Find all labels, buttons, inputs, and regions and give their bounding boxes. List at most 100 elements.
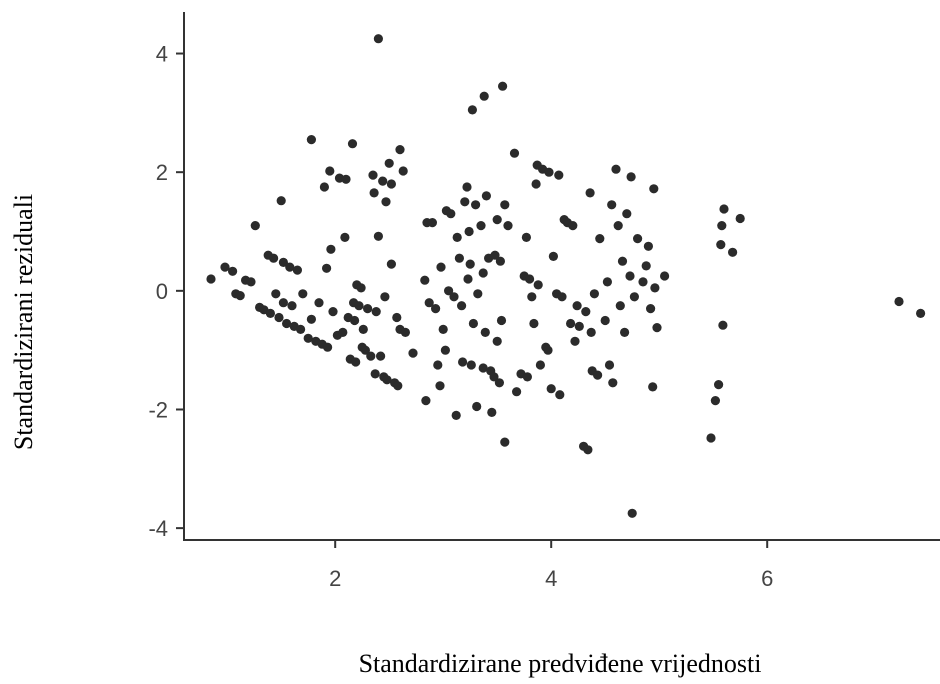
data-point-93 [449, 292, 459, 302]
data-point-84 [431, 304, 441, 314]
data-point-202 [735, 213, 745, 224]
x-axis-title: Standardizirane predviđene vrijednosti [359, 649, 762, 678]
data-point-47 [351, 357, 361, 367]
data-point-106 [468, 318, 478, 329]
data-point-56 [368, 170, 378, 180]
data-point-39 [338, 327, 348, 337]
data-point-176 [615, 301, 625, 311]
data-point-181 [626, 172, 636, 182]
data-point-7 [250, 221, 260, 231]
data-point-67 [382, 375, 392, 385]
y-tick-label: 2 [156, 160, 168, 185]
data-point-200 [719, 204, 729, 214]
data-point-197 [716, 240, 726, 250]
data-point-174 [611, 164, 621, 174]
data-point-152 [557, 292, 567, 302]
y-tick-label: -2 [148, 397, 168, 422]
data-point-18 [282, 318, 292, 329]
data-point-91 [444, 286, 454, 296]
data-point-88 [438, 324, 448, 334]
data-point-52 [358, 324, 368, 334]
data-point-203 [894, 296, 904, 307]
data-point-183 [629, 292, 640, 302]
data-point-127 [500, 200, 510, 210]
data-point-63 [378, 176, 388, 186]
data-point-120 [490, 250, 500, 260]
data-point-180 [625, 271, 635, 281]
data-point-12 [269, 253, 279, 263]
data-point-187 [643, 241, 654, 251]
data-point-22 [292, 265, 302, 275]
data-point-26 [306, 135, 316, 145]
y-tick-label: 0 [156, 279, 168, 304]
data-point-145 [543, 345, 553, 355]
data-point-99 [460, 197, 470, 207]
data-point-94 [451, 410, 461, 420]
data-point-138 [529, 318, 539, 329]
data-point-128 [500, 437, 510, 447]
data-point-136 [525, 274, 535, 284]
data-point-96 [454, 253, 464, 263]
data-point-182 [627, 508, 637, 518]
data-point-170 [602, 277, 613, 287]
data-point-70 [386, 259, 396, 269]
data-point-199 [718, 320, 728, 330]
data-point-179 [622, 209, 632, 219]
data-point-69 [386, 179, 396, 189]
data-point-15 [276, 196, 286, 206]
data-point-157 [570, 336, 580, 346]
data-point-186 [641, 261, 651, 271]
data-point-105 [467, 105, 477, 115]
data-point-89 [440, 345, 450, 355]
data-point-162 [583, 445, 593, 455]
data-point-171 [604, 360, 615, 370]
data-point-4 [235, 291, 245, 301]
data-point-82 [424, 298, 434, 308]
data-point-40 [340, 232, 350, 242]
data-point-192 [652, 323, 662, 333]
data-point-146 [544, 167, 554, 177]
data-point-121 [492, 215, 502, 225]
data-point-118 [487, 407, 497, 417]
data-point-14 [274, 312, 284, 323]
data-point-114 [480, 327, 490, 337]
data-point-163 [585, 188, 595, 198]
data-point-141 [533, 280, 543, 290]
data-point-178 [620, 327, 630, 337]
data-point-172 [607, 200, 617, 210]
data-point-1 [220, 262, 230, 272]
data-point-156 [568, 221, 578, 231]
data-point-23 [296, 324, 306, 334]
data-point-80 [421, 396, 431, 406]
data-point-191 [650, 283, 660, 293]
data-point-35 [326, 244, 336, 254]
x-tick-label: 4 [545, 566, 557, 591]
x-axis-ticks: 2 4 6 [329, 540, 773, 591]
y-tick-label: -4 [148, 516, 168, 541]
data-point-166 [589, 289, 600, 299]
data-point-109 [473, 289, 483, 299]
data-point-65 [380, 292, 390, 302]
data-point-104 [466, 360, 476, 370]
data-point-100 [462, 182, 472, 192]
data-point-13 [271, 289, 281, 299]
data-point-151 [555, 390, 565, 400]
data-points [206, 34, 926, 518]
data-point-111 [478, 363, 488, 373]
data-point-129 [503, 221, 513, 231]
data-point-161 [581, 307, 591, 317]
data-point-76 [398, 166, 408, 176]
data-point-139 [531, 179, 541, 189]
data-point-150 [554, 170, 564, 180]
data-point-158 [572, 301, 582, 311]
data-point-185 [638, 277, 648, 287]
data-point-72 [392, 312, 402, 323]
data-point-53 [360, 345, 370, 355]
data-point-50 [356, 283, 366, 293]
data-point-112 [478, 268, 488, 278]
data-point-19 [285, 262, 295, 272]
data-point-0 [206, 274, 216, 284]
data-point-98 [458, 357, 468, 367]
data-point-168 [595, 234, 605, 244]
data-point-2 [228, 266, 238, 276]
